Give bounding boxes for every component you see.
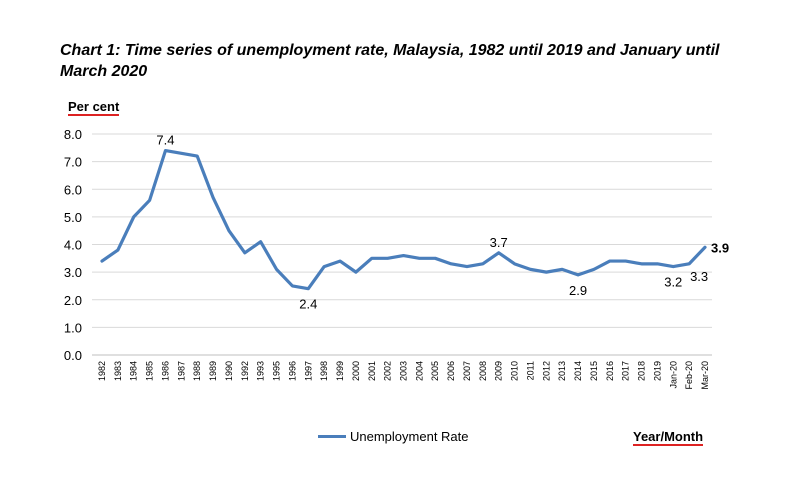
x-tick-label: 2006 [446, 361, 456, 381]
x-tick-label: 1984 [129, 361, 139, 381]
series-line-unemployment-rate [100, 148, 707, 291]
x-tick-label: 1996 [287, 361, 297, 381]
x-tick-label: 2016 [605, 361, 615, 381]
y-tick-label: 6.0 [64, 182, 82, 197]
x-tick-label: 2008 [478, 361, 488, 381]
y-tick-label: 4.0 [64, 238, 82, 253]
y-tick-label: 8.0 [64, 127, 82, 142]
data-label: 2.9 [569, 283, 587, 298]
data-label: 3.2 [664, 275, 682, 290]
x-tick-label: 2019 [652, 361, 662, 381]
x-tick-label: 2001 [367, 361, 377, 381]
data-label: 2.4 [299, 297, 317, 312]
x-tick-label: 2009 [494, 361, 504, 381]
x-tick-label: 2004 [414, 361, 424, 381]
x-tick-label: 1995 [272, 361, 282, 381]
x-tick-label: 2005 [430, 361, 440, 381]
y-tick-label: 0.0 [64, 348, 82, 363]
x-tick-label: 1987 [176, 361, 186, 381]
data-label: 3.7 [490, 235, 508, 250]
y-tick-label: 2.0 [64, 293, 82, 308]
x-tick-label: 1993 [256, 361, 266, 381]
x-tick-label: 2014 [573, 361, 583, 381]
x-tick-label: 1989 [208, 361, 218, 381]
y-tick-label: 3.0 [64, 265, 82, 280]
data-label: 3.9 [711, 240, 729, 255]
x-tick-label: 1990 [224, 361, 234, 381]
legend-swatch [318, 435, 346, 438]
x-tick-label: 2010 [510, 361, 520, 381]
x-tick-label: 2003 [399, 361, 409, 381]
x-tick-label: 2000 [351, 361, 361, 381]
data-label: 3.3 [690, 269, 708, 284]
x-tick-label: 2002 [383, 361, 393, 381]
x-tick-label: 1985 [145, 361, 155, 381]
x-tick-label: 1988 [192, 361, 202, 381]
x-tick-label: 1992 [240, 361, 250, 381]
data-label: 7.4 [156, 133, 174, 148]
x-tick-label: 2011 [525, 361, 535, 380]
x-tick-label: 1986 [160, 361, 170, 381]
y-tick-label: 1.0 [64, 320, 82, 335]
x-tick-label: 1983 [113, 361, 123, 381]
x-tick-label: Jan-20 [668, 361, 678, 389]
x-tick-label: 2007 [462, 361, 472, 381]
x-tick-label: 2017 [621, 361, 631, 381]
x-tick-label: 1997 [303, 361, 313, 381]
x-tick-label: 2013 [557, 361, 567, 381]
x-tick-label: Mar-20 [700, 361, 710, 390]
legend-label: Unemployment Rate [350, 429, 469, 444]
x-tick-label: Feb-20 [684, 361, 694, 390]
legend: Unemployment Rate [318, 429, 469, 444]
x-tick-label: 2015 [589, 361, 599, 381]
x-tick-label: 1982 [97, 361, 107, 381]
x-axis-label: Year/Month [633, 429, 704, 446]
x-tick-label: 1999 [335, 361, 345, 381]
y-axis-label: Per cent [68, 99, 120, 116]
x-tick-label: 2018 [637, 361, 647, 381]
chart-title: Chart 1: Time series of unemployment rat… [60, 42, 720, 80]
x-tick-label: 1998 [319, 361, 329, 381]
x-tick-label: 2012 [541, 361, 551, 381]
y-tick-label: 5.0 [64, 210, 82, 225]
y-tick-label: 7.0 [64, 155, 82, 170]
